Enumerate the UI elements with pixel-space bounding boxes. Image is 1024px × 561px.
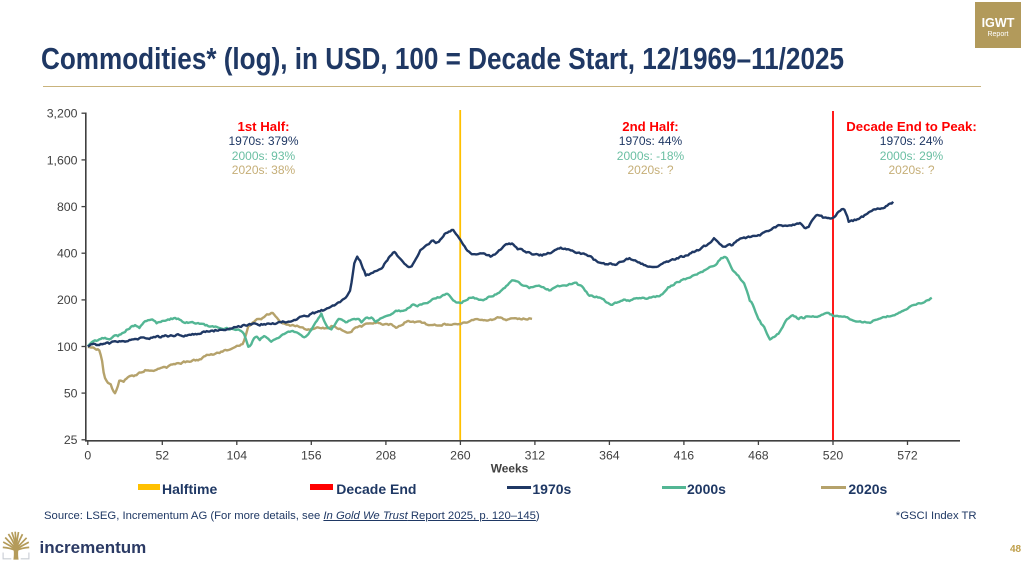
svg-text:Weeks: Weeks: [491, 462, 529, 476]
svg-text:50: 50: [64, 387, 78, 401]
svg-text:364: 364: [599, 449, 620, 463]
svg-text:416: 416: [674, 449, 695, 463]
svg-text:100: 100: [57, 340, 78, 354]
svg-text:800: 800: [57, 200, 78, 214]
svg-text:0: 0: [84, 449, 91, 463]
svg-text:3,200: 3,200: [47, 107, 78, 121]
svg-text:156: 156: [301, 449, 322, 463]
svg-text:572: 572: [897, 449, 918, 463]
svg-text:104: 104: [227, 449, 248, 463]
svg-text:52: 52: [155, 449, 169, 463]
svg-text:200: 200: [57, 293, 78, 307]
svg-text:520: 520: [823, 449, 844, 463]
svg-text:468: 468: [748, 449, 769, 463]
svg-text:400: 400: [57, 247, 78, 261]
svg-text:260: 260: [450, 449, 471, 463]
svg-text:208: 208: [376, 449, 397, 463]
svg-text:25: 25: [64, 433, 78, 447]
svg-text:312: 312: [525, 449, 546, 463]
svg-text:1,600: 1,600: [47, 153, 78, 167]
